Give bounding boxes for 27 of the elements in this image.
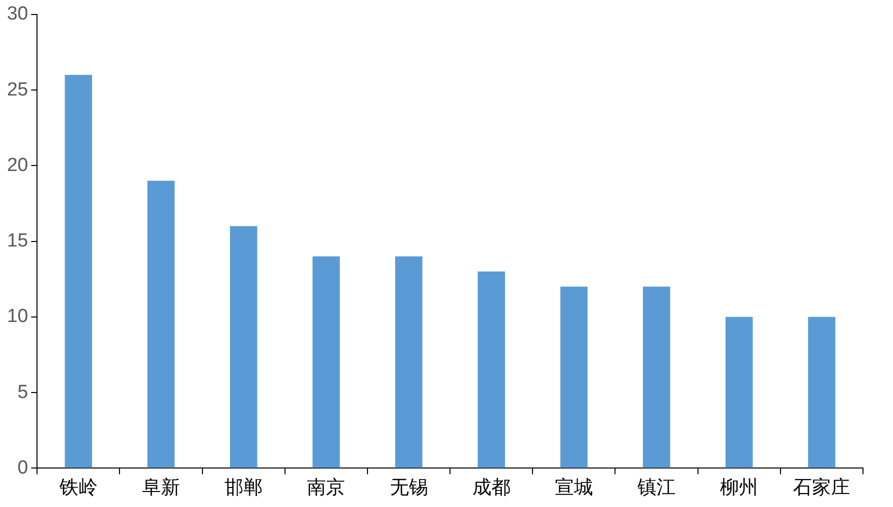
bar [642, 286, 670, 468]
x-tick-label: 宣城 [554, 476, 593, 499]
x-tick-label: 南京 [307, 476, 346, 499]
x-tick-label: 铁岭 [58, 476, 98, 499]
x-tick-label: 镇江 [636, 476, 676, 499]
y-tick-label: 30 [6, 4, 28, 25]
bar [395, 256, 422, 468]
bar [64, 74, 92, 468]
bar [478, 272, 505, 468]
y-tick-label: 25 [6, 79, 28, 100]
bar [725, 316, 753, 468]
y-tick-label: 10 [6, 306, 28, 328]
x-tick-label: 邯郸 [224, 476, 263, 499]
bar [312, 256, 340, 468]
bar [147, 180, 175, 468]
x-tick-label: 柳州 [720, 476, 758, 499]
x-tick-label: 石家庄 [793, 476, 850, 499]
bar [230, 226, 258, 468]
y-tick-label: 0 [18, 457, 28, 478]
bar [560, 286, 588, 468]
y-tick-label: 5 [18, 382, 28, 403]
x-tick-label: 无锡 [390, 476, 428, 499]
y-tick-label: 15 [6, 230, 28, 252]
x-tick-label: 成都 [472, 476, 510, 499]
bar [808, 316, 836, 468]
x-tick-label: 阜新 [142, 476, 180, 499]
y-tick-label: 20 [6, 154, 28, 176]
